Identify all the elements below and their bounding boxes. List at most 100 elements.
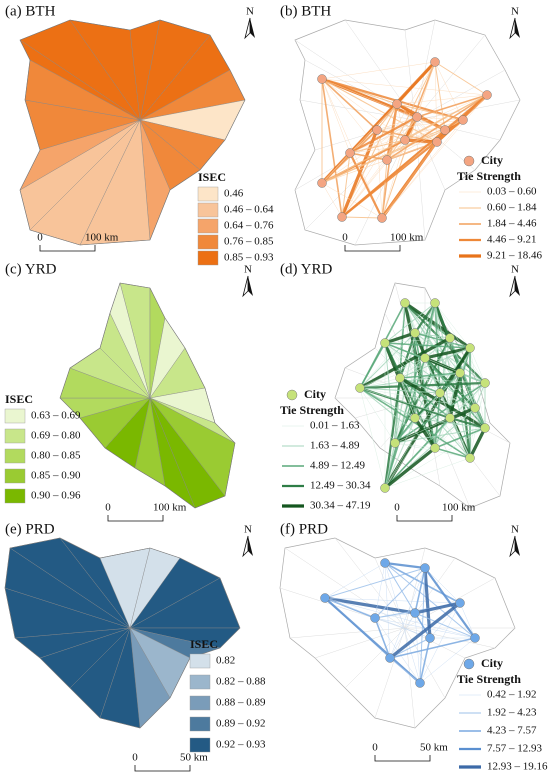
tie <box>321 159 388 184</box>
tie <box>416 116 438 143</box>
legend-label: 4.46 – 9.21 <box>487 234 537 246</box>
panel: (b) BTH N 0 100 km City Tie Strength 0.03 – 0.… <box>280 3 543 261</box>
north-arrow <box>242 535 249 558</box>
tie <box>396 94 488 105</box>
tie <box>374 617 476 639</box>
tie <box>321 116 418 184</box>
tie <box>414 417 471 459</box>
north-label: N <box>246 6 254 18</box>
tie <box>321 152 351 184</box>
tie <box>414 407 476 419</box>
tie <box>324 562 386 599</box>
tie <box>374 562 386 619</box>
city-node <box>445 413 455 423</box>
tie <box>434 302 471 349</box>
boundary <box>284 547 406 629</box>
legend-swatch <box>197 250 219 266</box>
tie <box>394 417 451 444</box>
tie <box>399 372 461 379</box>
north-arrow <box>248 536 253 556</box>
legend-label: 1.63 – 4.89 <box>310 440 360 452</box>
tie <box>359 302 436 389</box>
tie <box>359 387 441 394</box>
panel: (d) YRD N 0 100 km City Tie Strength 0.01 – 1.… <box>280 261 520 522</box>
legend-swatch <box>189 653 211 669</box>
scale-bar <box>344 245 401 252</box>
tie <box>389 601 461 660</box>
tie <box>359 387 471 459</box>
city-node <box>355 383 365 393</box>
legend-swatch <box>4 488 26 504</box>
panel-label: (c) YRD <box>5 261 57 277</box>
north-label: N <box>511 6 519 18</box>
tie <box>414 612 431 639</box>
scale-label: 50 km <box>420 742 448 754</box>
tie <box>359 347 471 389</box>
tie <box>434 392 441 449</box>
tie <box>341 139 406 218</box>
legend-label: 0.89 – 0.92 <box>216 718 266 730</box>
tie <box>424 567 476 639</box>
tie <box>374 617 391 659</box>
tie <box>389 657 421 684</box>
tie <box>376 119 464 131</box>
tie <box>414 332 461 374</box>
legend-label: 0.85 – 0.93 <box>224 252 274 264</box>
region-outline <box>59 282 236 509</box>
city-node <box>400 298 410 308</box>
north-arrow <box>509 535 516 558</box>
tie <box>321 78 378 131</box>
tie <box>376 103 398 131</box>
legend-swatch <box>197 202 219 218</box>
boundary <box>374 627 406 719</box>
legend-label: 0.85 – 0.90 <box>31 470 81 482</box>
scale-label: 50 km <box>180 752 208 764</box>
north-arrow <box>244 17 251 40</box>
tie <box>324 596 416 615</box>
tie <box>349 152 388 161</box>
tie <box>381 119 464 219</box>
legend-label: 0.64 – 0.76 <box>224 220 274 232</box>
tie <box>396 103 438 143</box>
tie <box>321 78 343 218</box>
scale-label: 0 <box>105 502 111 514</box>
city-node <box>390 438 400 448</box>
city-node <box>400 135 410 145</box>
legend-label: 0.80 – 0.85 <box>31 450 81 462</box>
tie <box>434 61 488 96</box>
legend-node-label: City <box>481 153 503 167</box>
tie <box>419 637 476 684</box>
legend-label: 0.01 – 1.63 <box>310 420 360 432</box>
north-arrow <box>250 18 255 38</box>
boundary <box>314 627 406 659</box>
legend-swatch <box>197 186 219 202</box>
tie <box>398 332 417 379</box>
tie <box>419 637 431 684</box>
tie <box>359 332 416 389</box>
legend-label: 12.93 – 19.16 <box>487 761 548 773</box>
tie <box>321 182 383 219</box>
tie <box>399 377 486 384</box>
city-node <box>415 678 425 688</box>
tie <box>399 376 486 430</box>
tie <box>384 337 451 344</box>
legend-title: ISEC <box>190 637 218 651</box>
legend-label: 4.89 – 12.49 <box>310 460 366 472</box>
tie <box>394 427 486 444</box>
boundary <box>414 34 486 121</box>
legend-swatch <box>197 234 219 250</box>
scale-label: 0 <box>372 742 378 754</box>
city-node <box>317 178 327 188</box>
legend-label: 1.92 – 4.23 <box>487 707 537 719</box>
legend-label: 0.46 – 0.64 <box>224 204 274 216</box>
legend-label: 0.60 – 1.84 <box>487 202 537 214</box>
region-outline <box>19 19 246 246</box>
city-node <box>430 443 440 453</box>
legend-title: ISEC <box>198 170 226 184</box>
tie <box>321 78 351 154</box>
tie <box>384 562 421 684</box>
tie <box>449 416 486 430</box>
panel-label: (d) YRD <box>280 261 333 277</box>
city-node <box>445 333 455 343</box>
tie <box>459 602 476 639</box>
